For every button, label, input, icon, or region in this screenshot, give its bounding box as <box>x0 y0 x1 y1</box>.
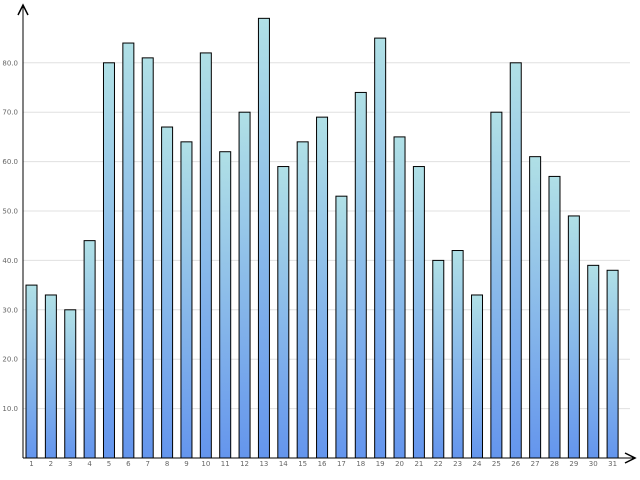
bar <box>490 111 503 459</box>
bar <box>412 166 425 459</box>
x-tick-label: 1 <box>29 460 33 468</box>
x-tick-label: 9 <box>184 460 188 468</box>
x-tick-label: 7 <box>145 460 149 468</box>
x-tick-label: 8 <box>165 460 169 468</box>
bar <box>141 57 154 459</box>
x-tick-label: 28 <box>550 460 559 468</box>
y-tick-label: 70.0 <box>2 109 18 117</box>
x-axis-ticks: 1 2 3 4 5 6 7 8 9 10 11 12 13 14 15 16 17 18 19 20 21 22 23 24 2… <box>29 460 617 468</box>
bar <box>548 175 561 459</box>
bar <box>25 284 38 459</box>
bar <box>83 240 96 459</box>
bar <box>354 91 367 459</box>
y-axis-ticks: 10.0 20.0 30.0 40.0 50.0 60.0 70.0 80.0 <box>2 59 18 413</box>
x-tick-label: 21 <box>414 460 423 468</box>
bar <box>257 17 270 459</box>
x-tick-label: 25 <box>492 460 501 468</box>
x-tick-label: 16 <box>318 460 327 468</box>
axes <box>17 3 637 464</box>
x-tick-label: 29 <box>569 460 578 468</box>
bar <box>64 309 77 459</box>
x-tick-label: 12 <box>240 460 249 468</box>
x-tick-label: 24 <box>473 460 482 468</box>
bars <box>25 17 619 459</box>
x-tick-label: 31 <box>608 460 617 468</box>
x-tick-label: 19 <box>376 460 385 468</box>
y-tick-label: 50.0 <box>2 208 18 216</box>
x-tick-label: 22 <box>434 460 443 468</box>
bar <box>44 294 57 459</box>
x-tick-label: 17 <box>337 460 346 468</box>
bar <box>606 269 619 459</box>
bar <box>219 151 232 459</box>
y-tick-label: 40.0 <box>2 257 18 265</box>
bar <box>393 136 406 459</box>
bar <box>102 62 115 459</box>
bar <box>161 126 174 459</box>
bar <box>432 259 445 459</box>
bar <box>374 37 387 459</box>
x-tick-label: 30 <box>589 460 598 468</box>
x-axis-arrow-icon <box>624 452 637 464</box>
x-tick-label: 3 <box>68 460 72 468</box>
bar <box>451 250 464 459</box>
y-tick-label: 30.0 <box>2 306 18 314</box>
x-tick-label: 27 <box>531 460 540 468</box>
bar <box>509 62 522 459</box>
x-tick-label: 6 <box>126 460 131 468</box>
bar <box>471 294 484 459</box>
x-tick-label: 2 <box>49 460 53 468</box>
x-tick-label: 26 <box>511 460 520 468</box>
x-tick-label: 14 <box>279 460 288 468</box>
y-tick-label: 60.0 <box>2 158 18 166</box>
x-tick-label: 5 <box>107 460 111 468</box>
x-tick-label: 11 <box>221 460 230 468</box>
y-tick-label: 80.0 <box>2 59 18 67</box>
x-tick-label: 18 <box>356 460 365 468</box>
bar <box>316 116 329 459</box>
x-tick-label: 20 <box>395 460 404 468</box>
bar <box>567 215 580 459</box>
y-tick-label: 10.0 <box>2 405 18 413</box>
bar <box>238 111 251 459</box>
bar <box>199 52 212 459</box>
x-tick-label: 10 <box>201 460 210 468</box>
x-tick-label: 13 <box>259 460 268 468</box>
x-tick-label: 15 <box>298 460 307 468</box>
bar <box>296 141 309 459</box>
bar <box>277 166 290 459</box>
bar <box>335 195 348 459</box>
x-tick-label: 23 <box>453 460 462 468</box>
bar <box>529 156 542 459</box>
bar <box>587 264 600 459</box>
x-tick-label: 4 <box>87 460 92 468</box>
y-tick-label: 20.0 <box>2 356 18 364</box>
bar <box>180 141 193 459</box>
bar <box>122 42 135 459</box>
y-axis-arrow-icon <box>17 3 29 16</box>
